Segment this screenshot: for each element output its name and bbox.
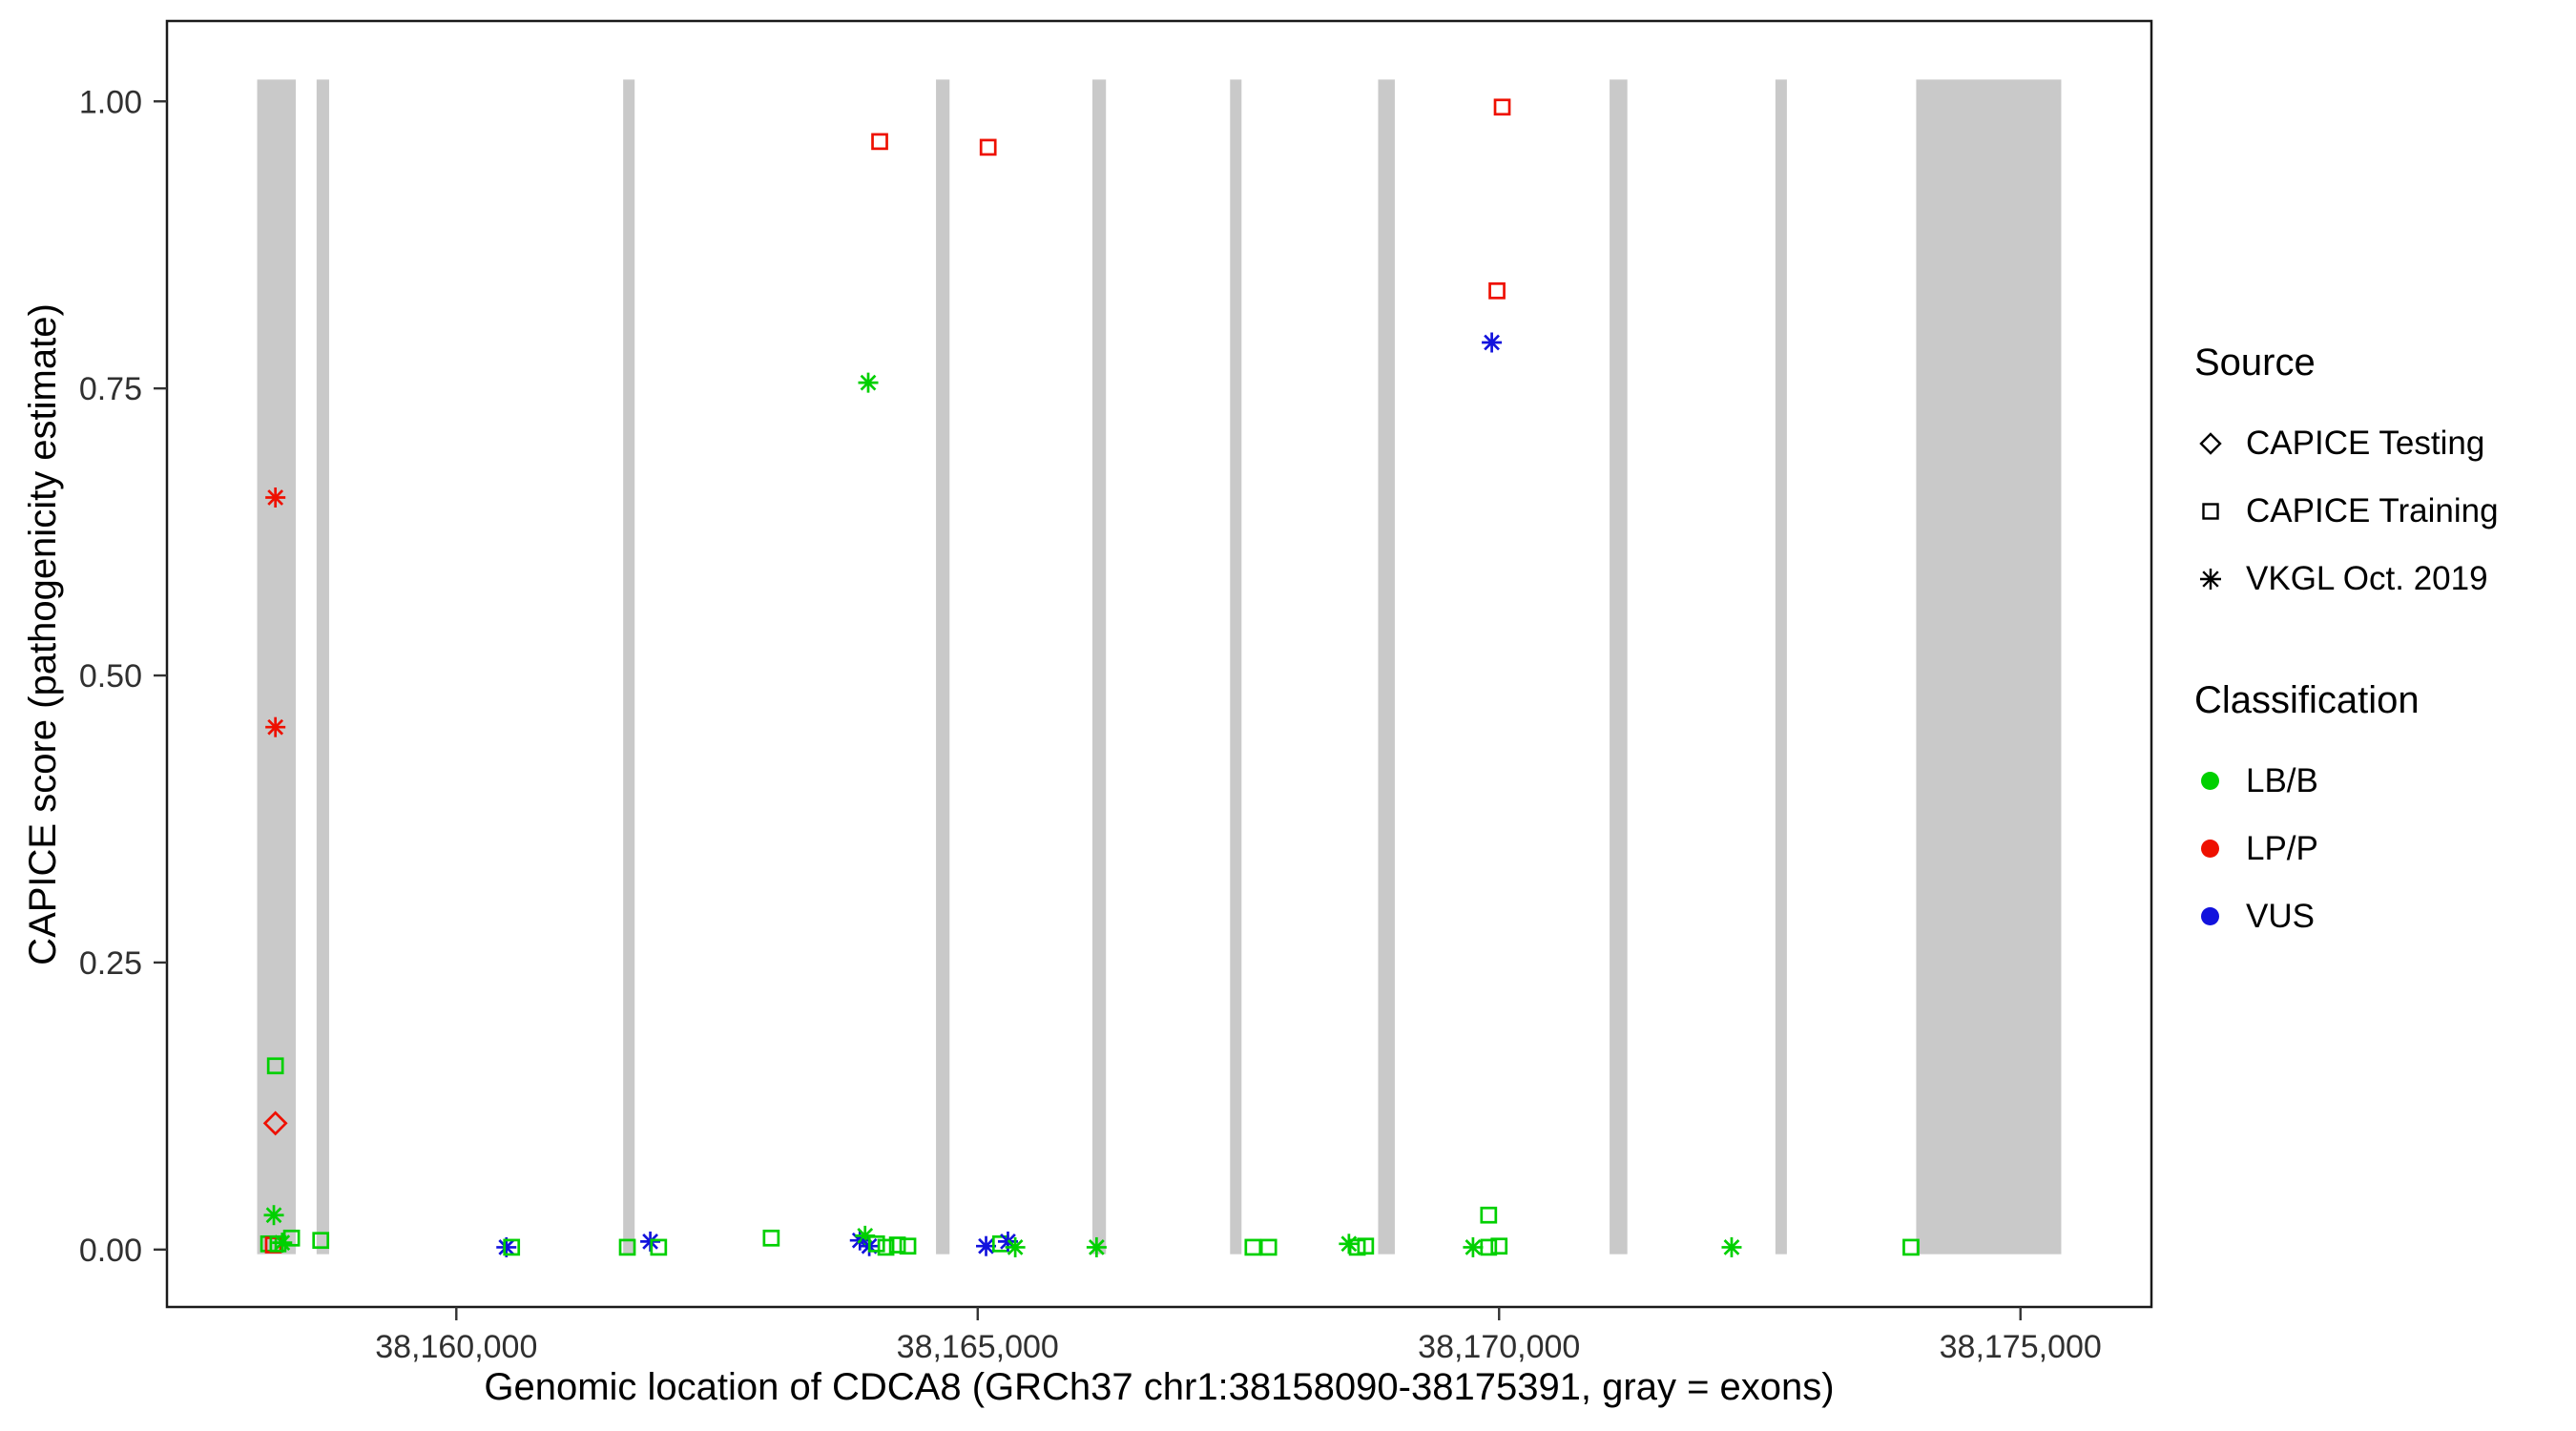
legend-item-label: VUS	[2246, 897, 2315, 935]
red-dot-icon	[2201, 840, 2219, 858]
legend-item-lbb: LB/B	[2194, 747, 2566, 815]
svg-text:1.00: 1.00	[79, 84, 142, 120]
y-axis-title: CAPICE score (pathogenicity estimate)	[22, 303, 64, 965]
green-dot-icon	[2201, 772, 2219, 790]
legend-item-label: LB/B	[2246, 761, 2318, 799]
legend-item-label: CAPICE Training	[2246, 491, 2499, 529]
svg-text:38,175,000: 38,175,000	[1940, 1329, 2102, 1365]
square-icon	[2202, 502, 2219, 520]
legend-source-title: Source	[2194, 342, 2316, 384]
blue-dot-icon	[2201, 907, 2219, 925]
legend-item-label: VKGL Oct. 2019	[2246, 559, 2488, 597]
diamond-icon	[2199, 431, 2222, 455]
legend-item-label: CAPICE Testing	[2246, 424, 2485, 462]
legend-item-lpp: LP/P	[2194, 815, 2566, 882]
legend-item-vkgl: VKGL Oct. 2019	[2194, 545, 2566, 612]
x-axis-title: Genomic location of CDCA8 (GRCh37 chr1:3…	[484, 1366, 1835, 1408]
asterisk-icon	[2200, 568, 2221, 590]
legend-item-capice-training: CAPICE Training	[2194, 477, 2566, 545]
svg-text:0.00: 0.00	[79, 1233, 142, 1269]
svg-text:0.75: 0.75	[79, 371, 142, 407]
legend-item-label: LP/P	[2246, 829, 2318, 867]
legend: Source CAPICE Testing CAPICE Training	[2194, 342, 2566, 950]
svg-text:0.25: 0.25	[79, 945, 142, 982]
svg-text:0.50: 0.50	[79, 658, 142, 695]
legend-item-capice-testing: CAPICE Testing	[2194, 409, 2566, 477]
legend-classification-title: Classification	[2194, 679, 2420, 721]
svg-text:38,165,000: 38,165,000	[897, 1329, 1059, 1365]
svg-text:38,160,000: 38,160,000	[375, 1329, 537, 1365]
svg-text:38,170,000: 38,170,000	[1418, 1329, 1580, 1365]
legend-item-vus: VUS	[2194, 882, 2566, 950]
